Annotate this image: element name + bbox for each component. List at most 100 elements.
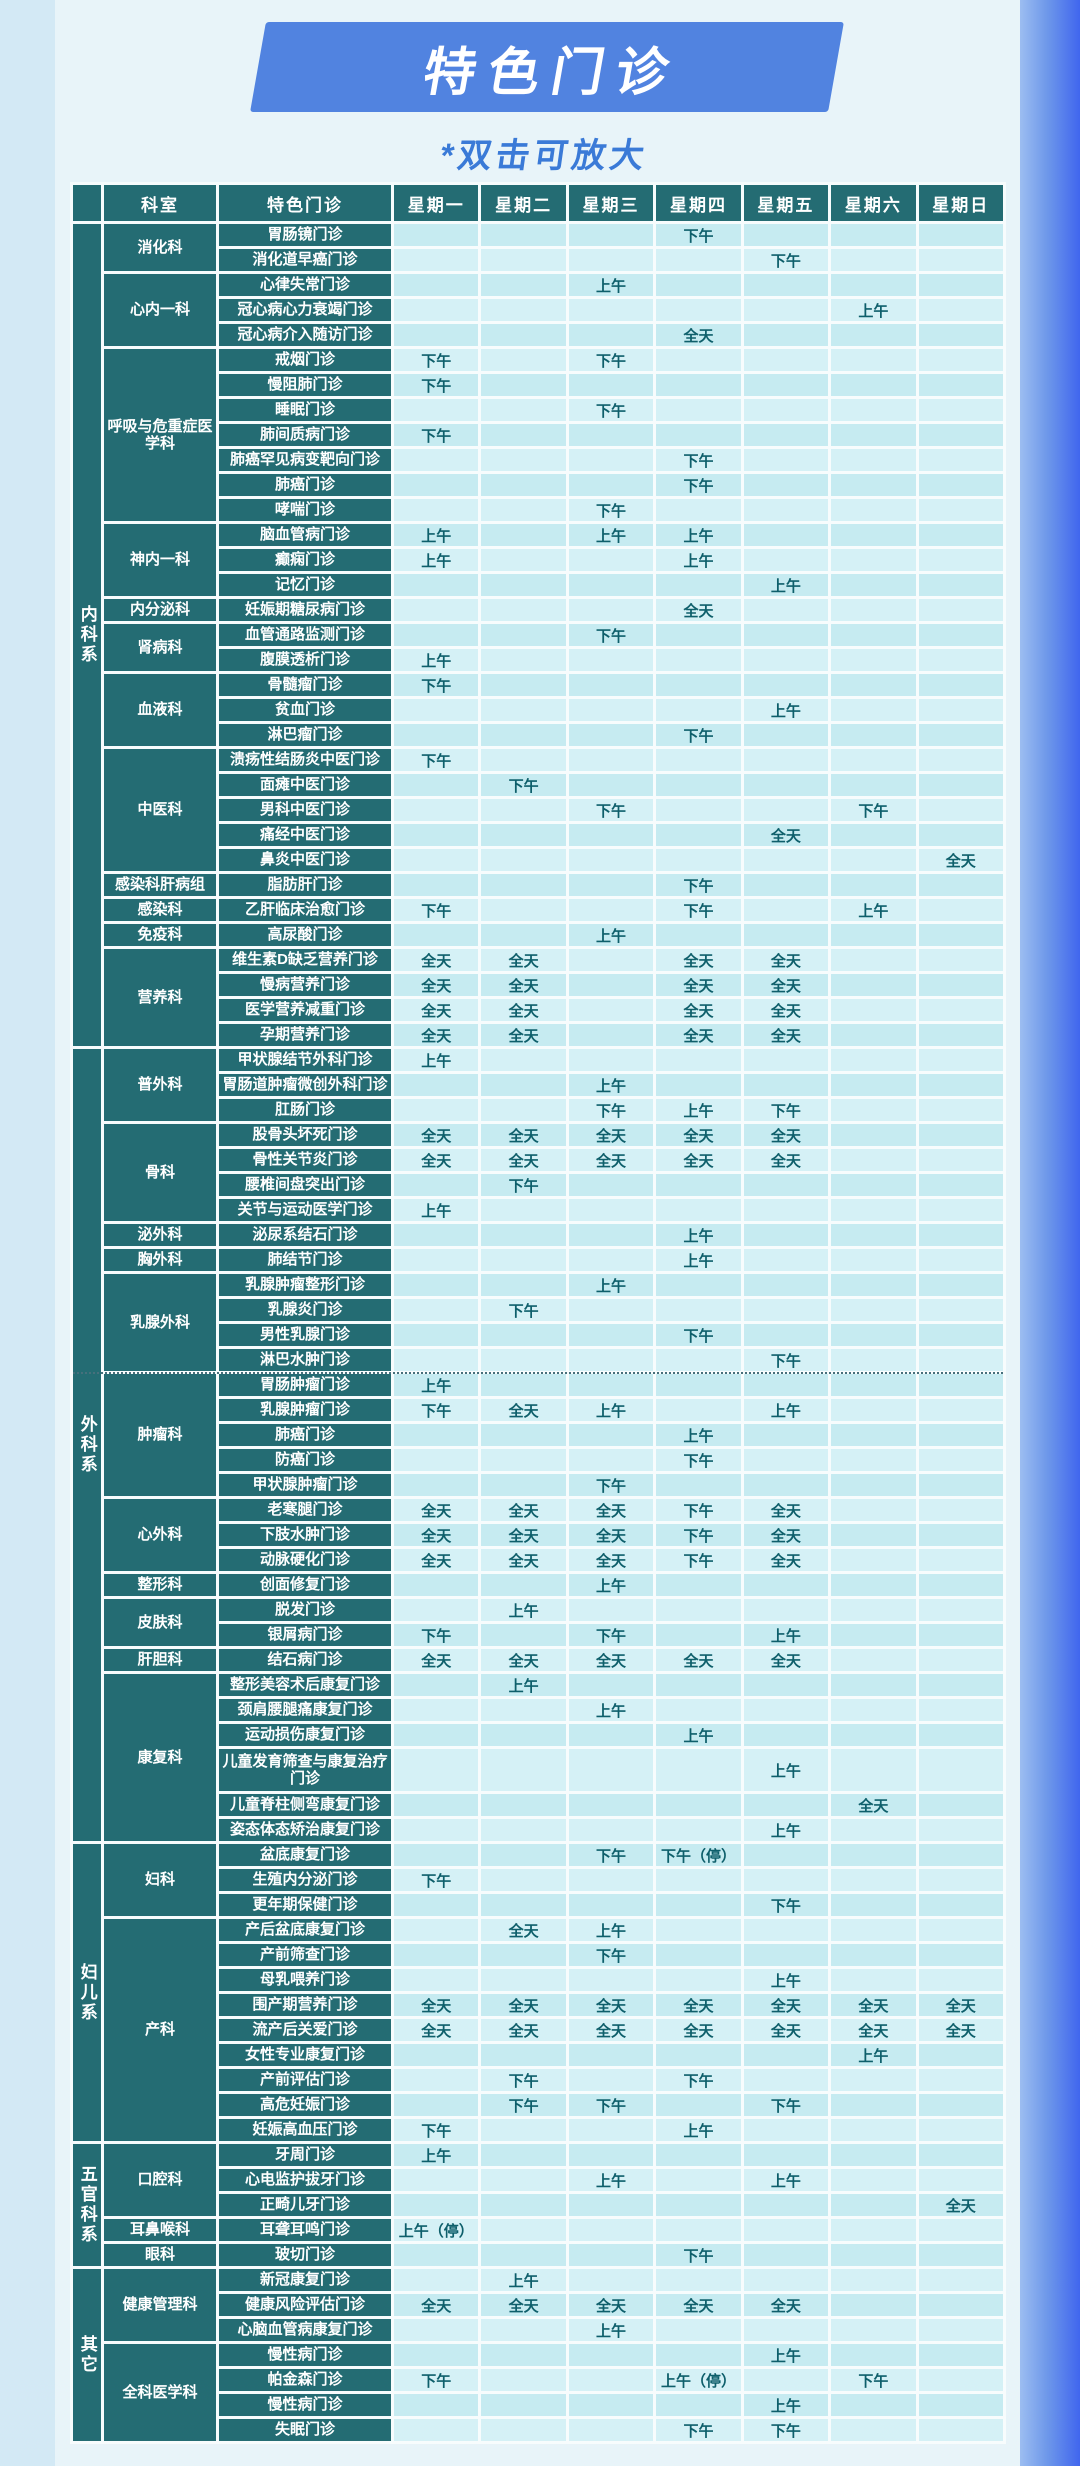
schedule-cell bbox=[568, 1174, 654, 1196]
schedule-cell: 全天 bbox=[743, 1524, 829, 1546]
clinic-name-cell: 健康风险评估门诊 bbox=[219, 2294, 391, 2316]
schedule-cell bbox=[394, 1324, 479, 1346]
department-cell: 泌外科 bbox=[104, 1224, 216, 1246]
schedule-cell bbox=[918, 1149, 1003, 1171]
clinic-name-cell: 胃肠道肿瘤微创外科门诊 bbox=[219, 1074, 391, 1096]
clinic-name-cell: 慢性病门诊 bbox=[219, 2344, 391, 2366]
schedule-cell bbox=[918, 1199, 1003, 1221]
schedule-cell bbox=[743, 1724, 829, 1746]
schedule-cell: 全天 bbox=[481, 1524, 566, 1546]
schedule-cell bbox=[568, 1249, 654, 1271]
schedule-cell bbox=[568, 699, 654, 721]
schedule-cell: 上午 bbox=[394, 549, 479, 571]
schedule-cell: 上午 bbox=[394, 1374, 479, 1396]
schedule-cell bbox=[394, 449, 479, 471]
schedule-cell bbox=[394, 1249, 479, 1271]
schedule-cell bbox=[831, 324, 916, 346]
schedule-cell: 全天 bbox=[481, 1149, 566, 1171]
schedule-cell: 全天 bbox=[481, 1124, 566, 1146]
schedule-cell bbox=[394, 2244, 479, 2266]
schedule-cell bbox=[918, 1499, 1003, 1521]
schedule-cell: 上午 bbox=[568, 1699, 654, 1721]
schedule-cell: 下午 bbox=[656, 1524, 741, 1546]
schedule-cell: 下午（停） bbox=[656, 1844, 741, 1866]
schedule-cell bbox=[831, 674, 916, 696]
schedule-cell bbox=[831, 1399, 916, 1421]
schedule-cell bbox=[394, 1699, 479, 1721]
schedule-cell bbox=[918, 1174, 1003, 1196]
zoom-hint-row: *双击可放大 bbox=[0, 128, 1080, 177]
clinic-name-cell: 泌尿系结石门诊 bbox=[219, 1224, 391, 1246]
schedule-cell bbox=[831, 1224, 916, 1246]
schedule-cell bbox=[481, 1894, 566, 1916]
schedule-cell bbox=[831, 274, 916, 296]
schedule-cell bbox=[568, 374, 654, 396]
schedule-cell bbox=[394, 324, 479, 346]
schedule-cell: 全天 bbox=[743, 824, 829, 846]
schedule-cell bbox=[831, 1149, 916, 1171]
schedule-cell bbox=[394, 224, 479, 246]
schedule-cell bbox=[481, 449, 566, 471]
schedule-cell bbox=[481, 2344, 566, 2366]
schedule-cell: 上午 bbox=[394, 2144, 479, 2166]
schedule-cell bbox=[481, 1944, 566, 1966]
schedule-cell: 下午 bbox=[656, 449, 741, 471]
schedule-cell bbox=[481, 874, 566, 896]
schedule-cell: 上午 bbox=[656, 524, 741, 546]
schedule-cell bbox=[394, 499, 479, 521]
schedule-cell bbox=[743, 524, 829, 546]
schedule-cell bbox=[831, 824, 916, 846]
schedule-cell bbox=[481, 474, 566, 496]
clinic-name-cell: 失眠门诊 bbox=[219, 2419, 391, 2441]
schedule-cell bbox=[743, 2044, 829, 2066]
schedule-cell bbox=[918, 1674, 1003, 1696]
schedule-cell bbox=[481, 599, 566, 621]
clinic-name-cell: 鼻炎中医门诊 bbox=[219, 849, 391, 871]
schedule-cell bbox=[831, 2269, 916, 2291]
schedule-cell bbox=[918, 624, 1003, 646]
clinic-name-cell: 胃肠肿瘤门诊 bbox=[219, 1374, 391, 1396]
schedule-cell: 下午 bbox=[656, 1449, 741, 1471]
schedule-cell bbox=[743, 799, 829, 821]
schedule-cell bbox=[831, 1724, 916, 1746]
schedule-cell bbox=[831, 2194, 916, 2216]
clinic-name-cell: 母乳喂养门诊 bbox=[219, 1969, 391, 1991]
schedule-cell bbox=[743, 2319, 829, 2341]
schedule-cell bbox=[831, 2294, 916, 2316]
schedule-cell bbox=[568, 424, 654, 446]
schedule-cell bbox=[394, 1819, 479, 1841]
schedule-cell bbox=[918, 2369, 1003, 2391]
schedule-cell bbox=[918, 1724, 1003, 1746]
clinic-name-cell: 产后盆底康复门诊 bbox=[219, 1919, 391, 1941]
clinic-name-cell: 高危妊娠门诊 bbox=[219, 2094, 391, 2116]
schedule-cell bbox=[831, 2094, 916, 2116]
clinic-schedule-table[interactable]: 科室 特色门诊 星期一 星期二 星期三 星期四 星期五 星期六 星期日 内科系 消化科 胃肠镜门诊 下午… bbox=[70, 182, 1006, 2444]
schedule-cell bbox=[831, 1894, 916, 1916]
schedule-cell bbox=[568, 1724, 654, 1746]
category-cell: 内科系 bbox=[73, 224, 101, 1046]
schedule-cell bbox=[831, 349, 916, 371]
schedule-cell bbox=[656, 1749, 741, 1791]
schedule-cell: 上午 bbox=[394, 524, 479, 546]
schedule-cell bbox=[831, 699, 916, 721]
department-cell: 健康管理科 bbox=[104, 2269, 216, 2341]
schedule-cell bbox=[568, 324, 654, 346]
schedule-cell bbox=[568, 1819, 654, 1841]
clinic-name-cell: 耳聋耳鸣门诊 bbox=[219, 2219, 391, 2241]
category-cell: 五官科系 bbox=[73, 2144, 101, 2266]
page-title: 特色门诊 bbox=[418, 43, 686, 102]
schedule-cell bbox=[743, 349, 829, 371]
schedule-cell bbox=[656, 1919, 741, 1941]
schedule-cell: 下午 bbox=[481, 2069, 566, 2091]
schedule-cell: 上午 bbox=[394, 649, 479, 671]
schedule-cell bbox=[918, 999, 1003, 1021]
schedule-cell bbox=[918, 299, 1003, 321]
schedule-cell bbox=[743, 649, 829, 671]
schedule-cell bbox=[918, 1224, 1003, 1246]
schedule-cell bbox=[481, 1424, 566, 1446]
clinic-name-cell: 哮喘门诊 bbox=[219, 499, 391, 521]
schedule-cell bbox=[656, 1399, 741, 1421]
schedule-cell: 下午 bbox=[831, 799, 916, 821]
schedule-cell: 全天 bbox=[918, 1994, 1003, 2016]
